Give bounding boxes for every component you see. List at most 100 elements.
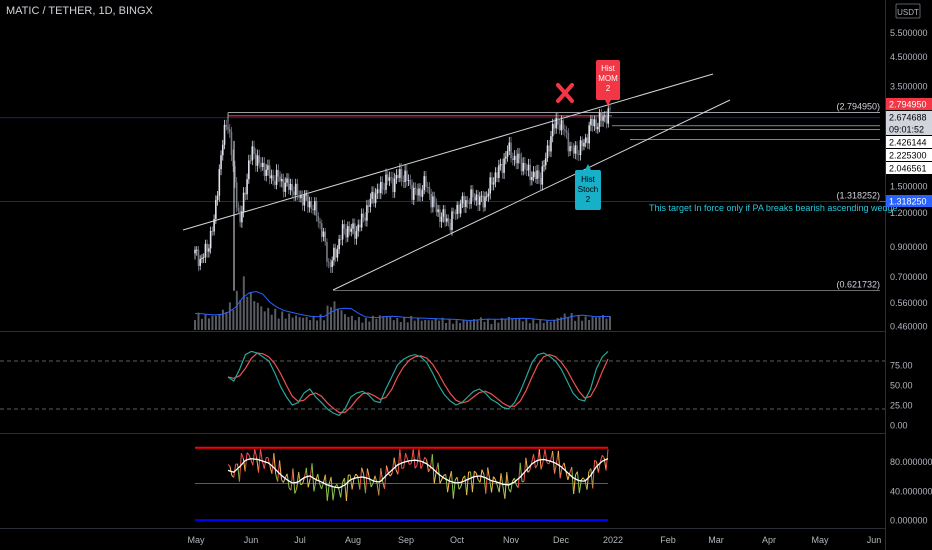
candle-body [445, 218, 448, 222]
volume-bar [389, 316, 392, 330]
candle-body [310, 201, 313, 209]
candle-body [369, 198, 372, 207]
osc-segment [340, 482, 344, 498]
volume-bar [570, 312, 573, 330]
candle-body [591, 118, 594, 127]
candle-body [543, 165, 545, 167]
volume-bar [288, 313, 291, 330]
candle-body [327, 261, 330, 263]
volume-bar [609, 315, 611, 330]
candle-body [503, 158, 505, 173]
currency-box [895, 3, 921, 19]
volume-bar [525, 319, 528, 330]
candle-body [244, 192, 247, 195]
osc-segment [345, 474, 349, 501]
volume-bar [472, 319, 475, 330]
candle-body [451, 211, 453, 230]
time-tick-label: Feb [660, 535, 676, 545]
candle-body [395, 174, 398, 179]
candle-body [557, 118, 559, 125]
osc-segment [471, 471, 475, 493]
candle-body [565, 130, 568, 133]
price-tick-label: 4.500000 [890, 52, 928, 62]
candle-body [350, 228, 353, 232]
osc-segment [605, 449, 609, 471]
osc-segment [531, 454, 535, 463]
osc-segment [370, 482, 374, 488]
time-tick-label: Aug [345, 535, 361, 545]
osc-segment [578, 480, 582, 494]
candle-body [272, 175, 274, 181]
candle-body [379, 181, 382, 194]
candle-body [605, 115, 608, 124]
candle-body [281, 179, 283, 182]
candle-body [579, 140, 582, 155]
candle-body [362, 213, 365, 218]
candle-body [411, 184, 413, 200]
osc-segment [300, 483, 303, 486]
volume-bar [298, 317, 301, 330]
osc-segment [414, 464, 418, 469]
candle-body [478, 196, 481, 205]
candle-body [423, 176, 426, 191]
osc-segment [559, 466, 563, 479]
volume-bar [493, 319, 496, 330]
candle-body [300, 195, 302, 199]
osc-segment [258, 449, 261, 473]
volume-bar [256, 302, 259, 330]
volume-bar [197, 312, 200, 330]
candle-body [216, 195, 219, 200]
candle-body [366, 205, 368, 221]
candle-body [505, 156, 507, 159]
candle-body [329, 262, 332, 267]
candle-body [482, 195, 485, 208]
osc-segment [491, 476, 494, 493]
candle-body [213, 218, 215, 232]
candle-body [215, 199, 217, 219]
volume-bar [438, 320, 441, 330]
volume-bar [549, 321, 552, 330]
volume-bar [445, 323, 448, 330]
volume-bar [340, 310, 343, 330]
candle-body [223, 124, 226, 145]
candle-body [564, 129, 566, 131]
price-label: 2.225300 [889, 151, 927, 161]
candle-body [392, 177, 394, 193]
candles [194, 103, 611, 274]
candle-body [235, 182, 238, 208]
price-tick-label: 5.500000 [890, 28, 928, 38]
candle-body [353, 223, 356, 239]
volume-bar [452, 323, 455, 330]
candle-body [254, 153, 257, 166]
time-tick-label: Mar [708, 535, 724, 545]
volume-bar [535, 323, 538, 330]
candle-body [538, 170, 540, 179]
volume-bar [312, 316, 315, 330]
candle-body [345, 228, 347, 238]
candle-body [576, 145, 578, 155]
candle-body [204, 243, 207, 258]
volume-ma-line [194, 290, 610, 321]
volume-bar [242, 276, 245, 330]
candle-body [440, 216, 443, 222]
volume-bar [462, 320, 465, 330]
osc-segment [592, 460, 596, 489]
candle-body [336, 249, 339, 258]
volume-bar [207, 318, 210, 330]
callout-text: 2 [586, 195, 591, 204]
price-tick-label: 3.500000 [890, 82, 928, 92]
osc-segment [487, 467, 491, 480]
stoch-d-line [227, 352, 609, 414]
candle-body [319, 221, 321, 224]
osc-segment [506, 472, 510, 489]
candle-body [501, 164, 504, 173]
candle-body [371, 191, 373, 199]
candle-body [532, 171, 535, 178]
candle-body [399, 169, 401, 178]
candle-body [373, 191, 375, 204]
time-tick-label: Jul [294, 535, 306, 545]
osc-segment [405, 453, 408, 460]
candle-body [485, 196, 488, 198]
osc-segment [364, 468, 368, 494]
